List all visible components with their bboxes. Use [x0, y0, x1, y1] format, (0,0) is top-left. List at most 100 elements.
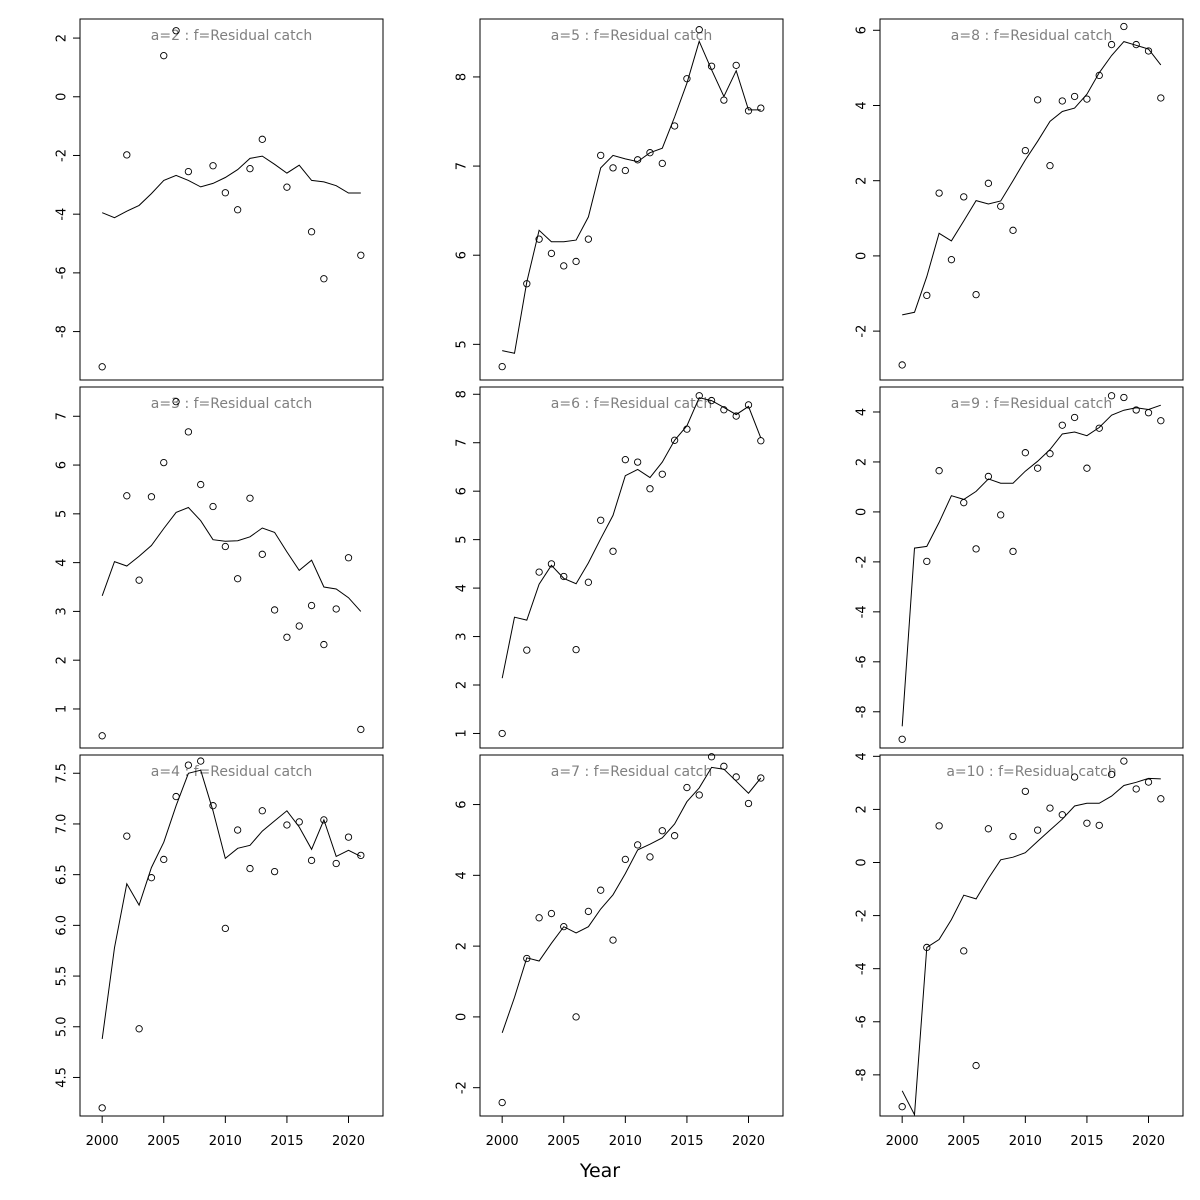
data-point — [283, 821, 291, 829]
y-tick-label: 2 — [55, 656, 70, 664]
panel-title: a=5 : f=Residual catch — [551, 28, 712, 44]
data-point — [695, 791, 703, 799]
data-point — [584, 235, 593, 243]
data-point — [1021, 146, 1029, 155]
data-point — [258, 135, 266, 143]
data-point — [1058, 421, 1066, 429]
data-point — [234, 575, 242, 583]
data-point — [584, 907, 593, 916]
data-point — [1034, 826, 1042, 834]
x-tick-label: 2010 — [209, 1134, 242, 1149]
data-point — [560, 923, 568, 931]
y-tick-label: 0 — [455, 1013, 470, 1021]
y-tick-label: 2 — [455, 681, 470, 689]
data-point — [1046, 804, 1054, 812]
data-point — [535, 235, 543, 243]
y-tick-label: 0 — [855, 252, 870, 260]
y-tick-label: 2 — [55, 34, 70, 42]
data-point — [295, 818, 303, 826]
y-tick-label: 8 — [455, 73, 470, 81]
data-point — [270, 606, 279, 614]
x-tick-label: 2010 — [609, 1134, 642, 1149]
data-point — [547, 909, 556, 918]
data-point — [123, 151, 131, 159]
data-point — [320, 816, 328, 824]
data-point — [357, 725, 365, 734]
data-point — [572, 645, 580, 654]
y-tick-label: 4 — [455, 584, 470, 592]
y-tick-label: -8 — [855, 705, 870, 718]
data-point — [344, 554, 353, 562]
y-tick-label: 5 — [455, 340, 470, 348]
data-point — [221, 542, 229, 551]
data-point — [1107, 40, 1116, 49]
data-point — [135, 1025, 143, 1033]
data-point — [320, 640, 328, 649]
data-point — [744, 799, 753, 808]
y-tick-label: 8 — [455, 390, 470, 398]
data-point — [1132, 785, 1140, 793]
y-tick-label: 5 — [55, 510, 70, 518]
data-point — [172, 27, 180, 35]
x-tick-label: 2015 — [270, 1134, 303, 1149]
data-point — [1095, 821, 1103, 829]
x-axis-title: Year — [579, 1160, 621, 1182]
data-point — [972, 545, 980, 553]
data-point — [984, 179, 993, 187]
fitted-line — [901, 404, 1161, 727]
data-point — [1070, 92, 1079, 101]
data-point — [209, 162, 217, 170]
y-tick-label: -6 — [855, 1015, 870, 1028]
data-point — [646, 149, 654, 157]
data-point — [498, 362, 506, 371]
data-point — [1058, 97, 1066, 105]
panel-frame — [479, 386, 784, 749]
fitted-line — [102, 155, 361, 219]
data-point — [498, 729, 506, 738]
data-point — [984, 825, 993, 833]
data-point — [923, 943, 931, 952]
x-tick-label: 2010 — [1009, 1134, 1042, 1149]
y-tick-label: 1 — [455, 729, 470, 737]
panel-frame — [479, 754, 784, 1117]
y-tick-label: 3 — [55, 607, 70, 615]
data-point — [98, 363, 106, 371]
data-point — [658, 827, 666, 835]
y-tick-label: 2 — [455, 942, 470, 950]
data-point — [1083, 819, 1091, 827]
data-point — [246, 494, 254, 502]
panel-frame — [79, 754, 384, 1117]
data-point — [1120, 22, 1128, 31]
data-point — [732, 773, 740, 781]
data-point — [646, 853, 654, 861]
data-point — [184, 761, 193, 769]
data-point — [332, 605, 340, 613]
y-tick-label: 4 — [855, 101, 870, 109]
data-point — [972, 1061, 980, 1070]
data-point — [1083, 95, 1091, 103]
data-point — [947, 256, 956, 264]
data-point — [535, 568, 543, 576]
data-point — [898, 1103, 906, 1111]
data-point — [744, 107, 753, 115]
data-point — [258, 807, 266, 815]
y-tick-label: -2 — [855, 555, 870, 568]
fitted-line — [501, 766, 762, 1033]
data-point — [184, 167, 193, 176]
data-point — [744, 401, 753, 409]
data-point — [621, 456, 629, 464]
data-point — [523, 646, 531, 654]
y-tick-label: 5.5 — [55, 966, 70, 987]
data-point — [147, 493, 156, 501]
panel-title: a=4 : f=Residual catch — [151, 764, 312, 780]
data-point — [123, 832, 131, 840]
data-point — [707, 396, 716, 405]
data-point — [1009, 832, 1017, 841]
data-point — [1157, 94, 1165, 102]
x-tick-label: 2015 — [670, 1134, 703, 1149]
data-point — [357, 851, 365, 860]
data-point — [1021, 449, 1029, 457]
data-point — [683, 75, 691, 83]
data-point — [172, 397, 180, 406]
data-point — [270, 867, 279, 876]
